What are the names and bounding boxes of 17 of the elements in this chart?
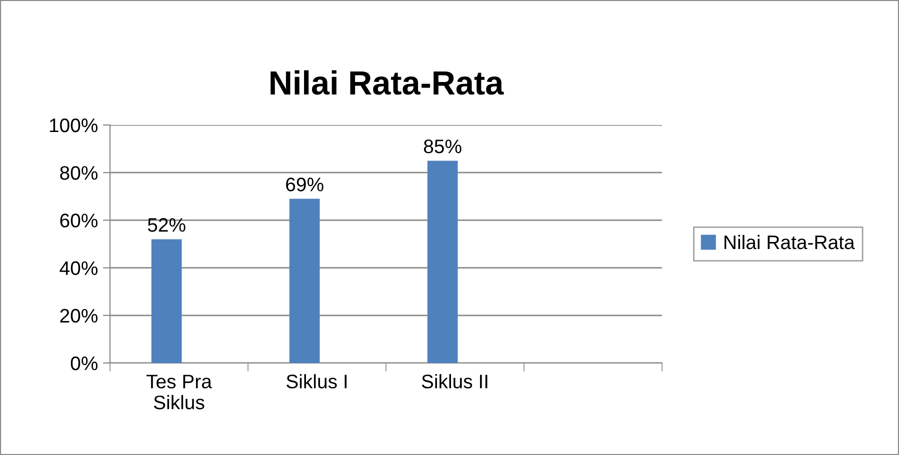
chart-title: Nilai Rata-Rata [270, 70, 504, 95]
x-tick-label: Tes Pra Siklus [146, 374, 212, 410]
data-label: 85% [424, 140, 462, 154]
bar [151, 239, 182, 363]
y-tick-label: 80% [60, 166, 98, 180]
data-label: 69% [286, 178, 324, 192]
y-tick-label: 60% [60, 214, 98, 228]
x-tick-label: Siklus II [422, 374, 488, 388]
bar [427, 160, 458, 363]
legend-label: Nilai Rata-Rata [724, 234, 855, 250]
x-tick-label: Siklus I [286, 374, 347, 388]
y-tick-label: 0% [70, 356, 98, 370]
data-label: 52% [148, 218, 186, 232]
y-tick-label: 40% [60, 261, 98, 276]
bar [289, 198, 320, 363]
y-tick-label: 20% [60, 308, 98, 323]
y-tick-label: 100% [50, 118, 98, 132]
